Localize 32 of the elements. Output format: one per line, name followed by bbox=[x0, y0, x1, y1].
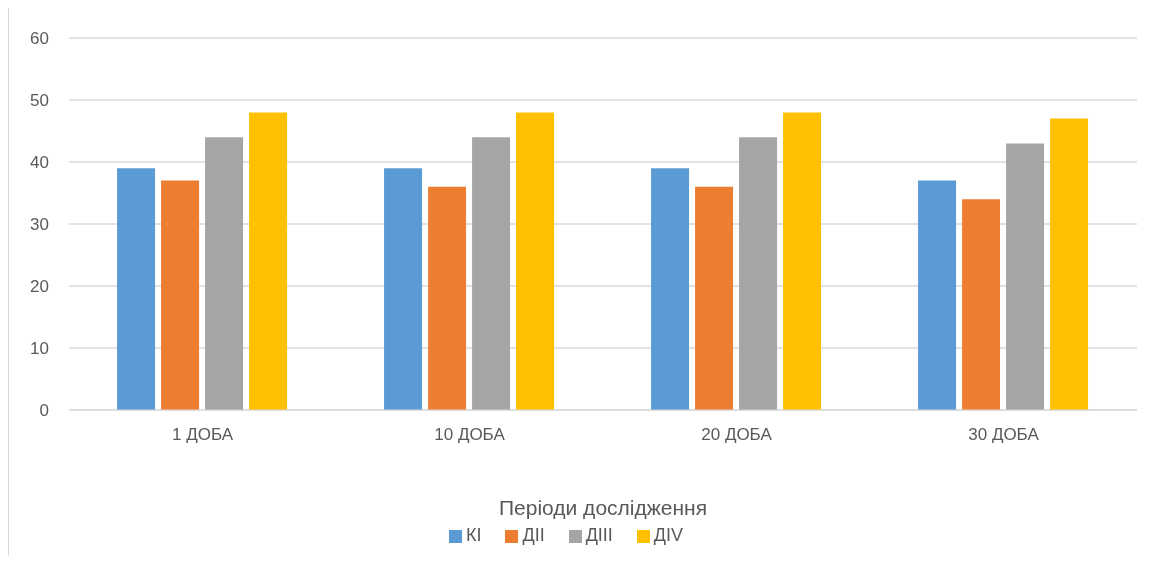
bar bbox=[962, 199, 1001, 410]
legend-label: ДІІІ bbox=[585, 525, 613, 545]
bar bbox=[1050, 118, 1089, 410]
x-tick-label: 30 ДОБА bbox=[968, 425, 1040, 445]
bar bbox=[205, 137, 244, 410]
bar bbox=[472, 137, 511, 410]
bar bbox=[117, 168, 156, 410]
y-tick-label: 40 bbox=[30, 153, 49, 173]
x-tick-label: 20 ДОБА bbox=[701, 425, 773, 445]
bar bbox=[783, 112, 822, 410]
bar bbox=[739, 137, 778, 410]
y-tick-label: 30 bbox=[30, 215, 49, 235]
legend-label: КІ bbox=[465, 525, 482, 545]
bar bbox=[1006, 143, 1045, 410]
y-tick-label: 10 bbox=[30, 339, 49, 359]
x-axis-title: Періоди дослідження bbox=[498, 496, 708, 519]
bar bbox=[651, 168, 690, 410]
legend-label: ДІV bbox=[653, 525, 684, 545]
bar bbox=[516, 112, 555, 410]
y-tick-label: 20 bbox=[30, 277, 49, 297]
y-tick-label: 50 bbox=[30, 91, 49, 111]
bar bbox=[428, 186, 467, 410]
x-tick-label: 1 ДОБА bbox=[171, 425, 234, 445]
bar bbox=[695, 186, 734, 410]
bar bbox=[918, 180, 957, 410]
bar bbox=[161, 180, 200, 410]
y-tick-label: 60 bbox=[30, 29, 49, 49]
y-tick-label: 0 bbox=[39, 401, 49, 421]
legend-label: ДІІ bbox=[522, 525, 545, 545]
x-tick-label: 10 ДОБА bbox=[434, 425, 506, 445]
bar bbox=[249, 112, 288, 410]
bar bbox=[384, 168, 423, 410]
